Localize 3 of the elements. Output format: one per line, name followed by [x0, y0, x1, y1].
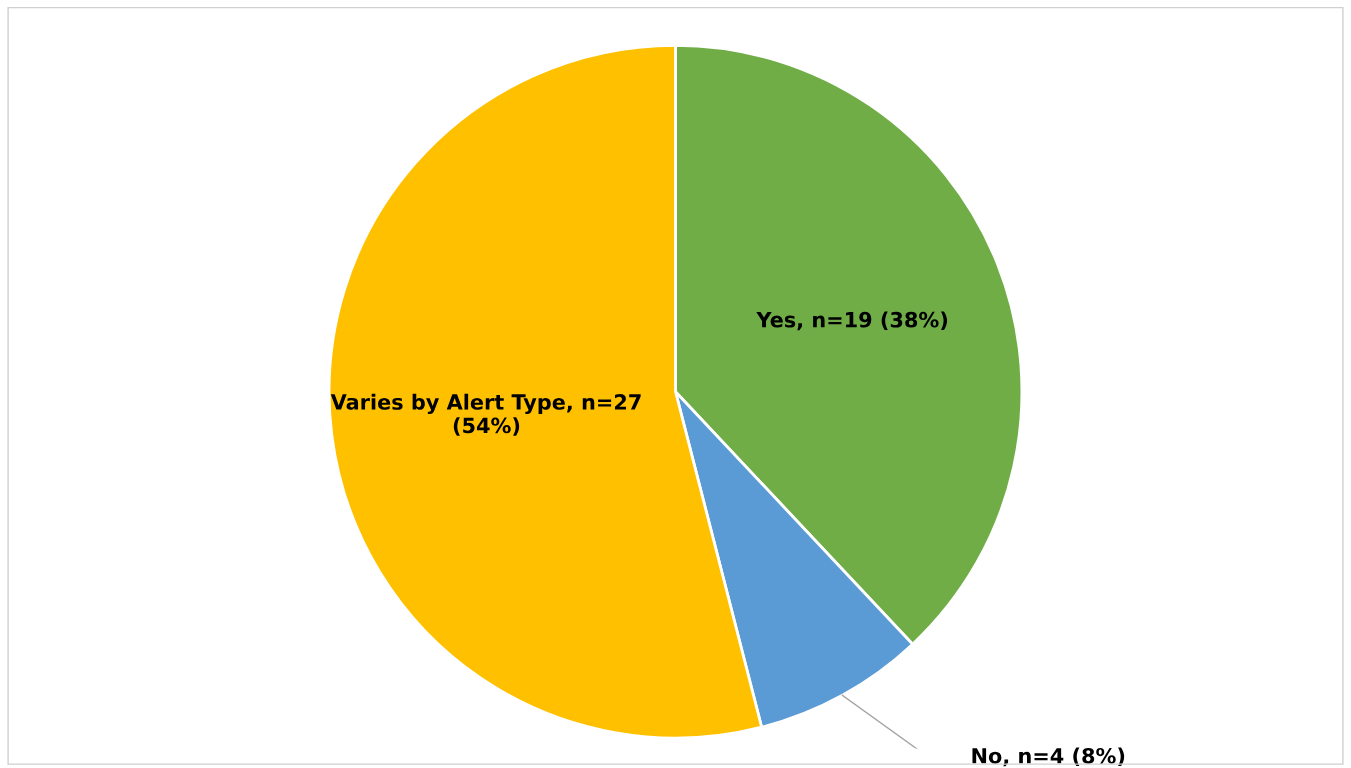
- slice-label: Varies by Alert Type, n=27 (54%): [330, 393, 641, 436]
- slice-label: No, n=4 (8%): [972, 747, 1125, 767]
- slice-label: Yes, n=19 (38%): [756, 311, 948, 331]
